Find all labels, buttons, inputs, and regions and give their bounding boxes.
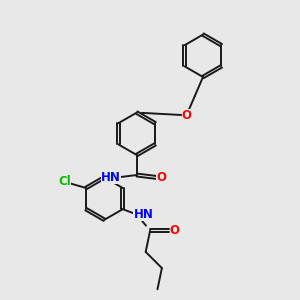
Text: Cl: Cl — [58, 175, 71, 188]
Text: HN: HN — [134, 208, 153, 221]
Text: O: O — [169, 224, 179, 237]
Text: O: O — [182, 109, 191, 122]
Text: O: O — [156, 171, 166, 184]
Text: HN: HN — [101, 171, 121, 184]
